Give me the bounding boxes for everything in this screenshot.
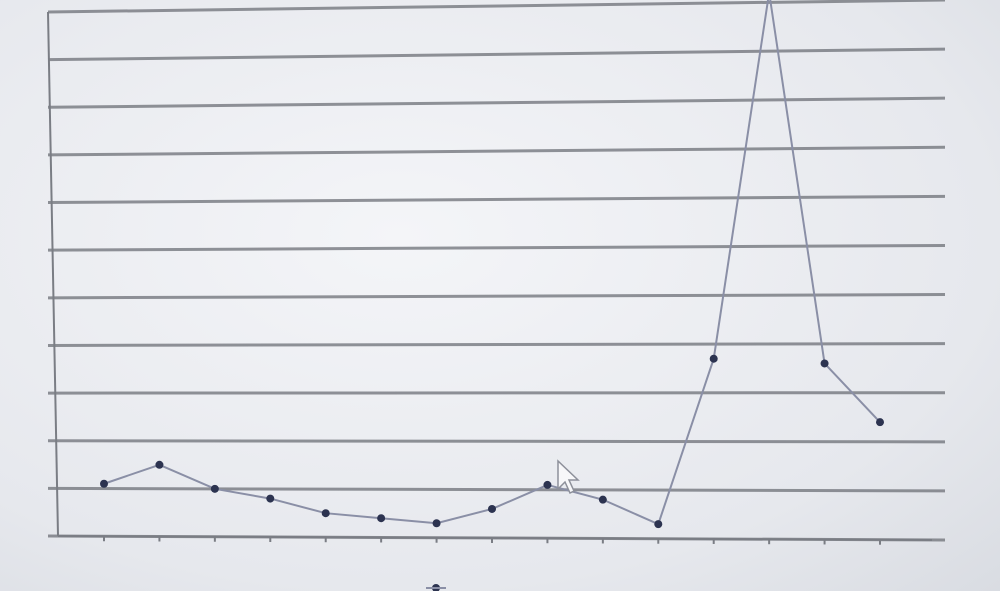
data-series <box>100 0 884 529</box>
data-point <box>543 480 552 489</box>
gridline <box>47 194 946 205</box>
gridline <box>47 486 946 493</box>
series-line <box>103 0 881 526</box>
data-point <box>377 514 386 523</box>
data-point <box>598 495 607 504</box>
gridline <box>47 47 946 62</box>
data-point <box>488 504 496 513</box>
data-point <box>709 354 718 363</box>
y-axis <box>47 11 59 537</box>
gridline <box>47 0 946 14</box>
gridlines <box>47 0 946 542</box>
gridline <box>47 96 946 109</box>
gridline <box>47 145 946 157</box>
gridline <box>47 439 946 444</box>
data-point <box>100 479 108 488</box>
x-axis <box>57 535 933 541</box>
gridline <box>47 243 946 252</box>
axes <box>47 11 933 545</box>
gridline <box>47 342 946 347</box>
data-point <box>876 418 884 427</box>
data-point <box>432 519 441 528</box>
data-point <box>210 484 219 493</box>
gridline <box>47 293 946 300</box>
data-point <box>266 494 275 503</box>
mouse-cursor-icon <box>557 459 580 495</box>
data-point <box>321 509 330 518</box>
data-point <box>155 460 164 469</box>
legend <box>426 584 446 591</box>
data-point <box>654 520 663 529</box>
data-point <box>820 359 829 368</box>
